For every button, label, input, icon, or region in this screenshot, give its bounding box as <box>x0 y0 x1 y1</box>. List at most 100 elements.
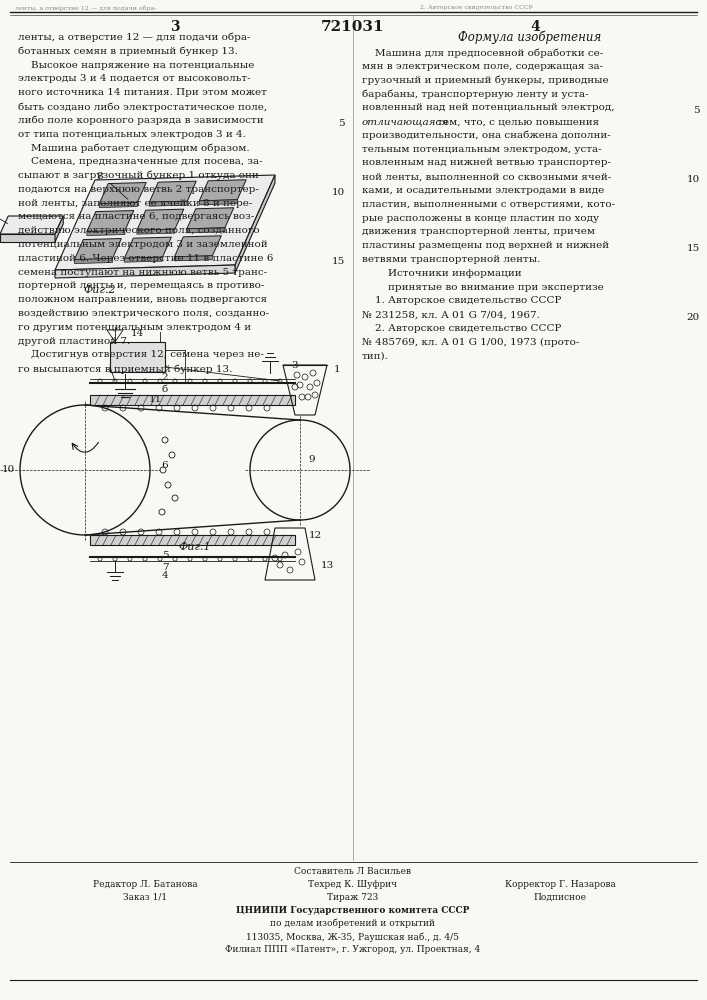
Text: 6: 6 <box>162 460 168 470</box>
Text: ботанных семян в приемный бункер 13.: ботанных семян в приемный бункер 13. <box>18 47 238 56</box>
Text: Фиг.2: Фиг.2 <box>83 285 117 295</box>
Text: Корректор Г. Назарова: Корректор Г. Назарова <box>505 880 615 889</box>
Polygon shape <box>74 259 112 264</box>
Polygon shape <box>55 175 275 270</box>
Text: 1. Авторское свидетельство СССР: 1. Авторское свидетельство СССР <box>362 296 561 305</box>
Text: 4: 4 <box>530 20 540 34</box>
Polygon shape <box>199 200 238 205</box>
Text: 3: 3 <box>170 20 180 34</box>
Polygon shape <box>55 265 235 278</box>
Text: 10: 10 <box>332 188 345 197</box>
Text: 2: 2 <box>162 372 168 381</box>
Text: 12: 12 <box>308 532 322 540</box>
Text: 20: 20 <box>686 313 700 322</box>
Polygon shape <box>175 236 221 257</box>
Polygon shape <box>99 203 137 208</box>
Text: 13: 13 <box>320 560 334 570</box>
Polygon shape <box>124 237 171 258</box>
Text: 15: 15 <box>686 244 700 253</box>
Bar <box>110 342 165 372</box>
Text: б: б <box>162 385 168 394</box>
Text: пластин, выполненными с отверстиями, кото-: пластин, выполненными с отверстиями, кот… <box>362 200 615 209</box>
Text: подаются на верхнюю ветвь 2 транспортер-: подаются на верхнюю ветвь 2 транспортер- <box>18 185 259 194</box>
Polygon shape <box>175 256 212 261</box>
Text: от типа потенциальных электродов 3 и 4.: от типа потенциальных электродов 3 и 4. <box>18 130 246 139</box>
Text: ЦНИИПИ Государственного комитета СССР: ЦНИИПИ Государственного комитета СССР <box>236 906 469 915</box>
Text: ной ленты, выполненной со сквозными ячей-: ной ленты, выполненной со сквозными ячей… <box>362 172 612 181</box>
Text: Составитель Л Васильев: Составитель Л Васильев <box>295 867 411 876</box>
Text: 8: 8 <box>97 172 103 181</box>
Text: 3: 3 <box>292 360 298 369</box>
Text: 11: 11 <box>148 395 162 404</box>
Text: мещаются на пластине 6, подвергаясь воз-: мещаются на пластине 6, подвергаясь воз- <box>18 212 255 221</box>
Text: Филиал ППП «Патент», г. Ужгород, ул. Проектная, 4: Филиал ППП «Патент», г. Ужгород, ул. Про… <box>226 945 481 954</box>
Text: ветвями транспортерной ленты.: ветвями транспортерной ленты. <box>362 255 540 264</box>
Text: ками, и осадительными электродами в виде: ками, и осадительными электродами в виде <box>362 186 604 195</box>
Text: Источники информации: Источники информации <box>362 269 522 278</box>
Text: движения транспортерной ленты, причем: движения транспортерной ленты, причем <box>362 227 595 236</box>
Text: 113035, Москва, Ж-35, Раушская наб., д. 4/5: 113035, Москва, Ж-35, Раушская наб., д. … <box>247 932 460 942</box>
Polygon shape <box>199 180 246 201</box>
Text: рые расположены в конце пластин по ходу: рые расположены в конце пластин по ходу <box>362 214 599 223</box>
Polygon shape <box>187 228 225 233</box>
Polygon shape <box>235 175 275 273</box>
Text: тип).: тип). <box>362 352 389 361</box>
Text: другой пластиной 7.: другой пластиной 7. <box>18 337 130 346</box>
Text: 10: 10 <box>1 466 15 475</box>
Bar <box>90 535 295 545</box>
Text: портерной ленты и, перемещаясь в противо-: портерной ленты и, перемещаясь в противо… <box>18 281 264 290</box>
Text: 4: 4 <box>162 570 168 580</box>
Text: принятые во внимание при экспертизе: принятые во внимание при экспертизе <box>362 283 604 292</box>
Text: Подписное: Подписное <box>534 893 587 902</box>
Text: го высыпаются в приемный бункер 13.: го высыпаются в приемный бункер 13. <box>18 364 233 374</box>
Text: Фиг.1: Фиг.1 <box>179 542 211 552</box>
Text: мян в электрическом поле, содержащая за-: мян в электрическом поле, содержащая за- <box>362 62 603 71</box>
Polygon shape <box>0 234 55 242</box>
Text: ного источника 14 питания. При этом может: ного источника 14 питания. При этом може… <box>18 88 267 97</box>
Text: Редактор Л. Батанова: Редактор Л. Батанова <box>93 880 197 889</box>
Text: тельным потенциальным электродом, уста-: тельным потенциальным электродом, уста- <box>362 145 602 154</box>
Text: Тираж 723: Тираж 723 <box>327 893 379 902</box>
Text: семена поступают на нижнюю ветвь 5 транс-: семена поступают на нижнюю ветвь 5 транс… <box>18 268 267 277</box>
Text: электроды 3 и 4 подается от высоковольт-: электроды 3 и 4 подается от высоковольт- <box>18 74 250 83</box>
Polygon shape <box>124 257 163 262</box>
Text: быть создано либо электростатическое поле,: быть создано либо электростатическое пол… <box>18 102 267 111</box>
Polygon shape <box>149 181 197 202</box>
Polygon shape <box>87 231 125 236</box>
Text: Семена, предназначенные для посева, за-: Семена, предназначенные для посева, за- <box>18 157 262 166</box>
Text: Формула изобретения: Формула изобретения <box>458 30 602 43</box>
Polygon shape <box>137 209 184 230</box>
Polygon shape <box>99 183 146 204</box>
Text: 5: 5 <box>162 550 168 560</box>
Text: 721031: 721031 <box>321 20 385 34</box>
Text: 9: 9 <box>309 456 315 464</box>
Text: тем, что, с целью повышения: тем, что, с целью повышения <box>434 117 599 126</box>
Text: либо поле коронного разряда в зависимости: либо поле коронного разряда в зависимост… <box>18 116 264 125</box>
Text: Высокое напряжение на потенциальные: Высокое напряжение на потенциальные <box>18 61 255 70</box>
Text: барабаны, транспортерную ленту и уста-: барабаны, транспортерную ленту и уста- <box>362 89 589 99</box>
Text: действию электрического поля, созданного: действию электрического поля, созданного <box>18 226 259 235</box>
Text: отличающаяся: отличающаяся <box>362 117 449 126</box>
Polygon shape <box>0 216 63 234</box>
Text: 7: 7 <box>162 562 168 572</box>
Polygon shape <box>187 208 234 229</box>
Text: 5: 5 <box>694 106 700 115</box>
Text: го другим потенциальным электродом 4 и: го другим потенциальным электродом 4 и <box>18 323 251 332</box>
Text: ной ленты, заполняют ее ячейки 8 и пере-: ной ленты, заполняют ее ячейки 8 и пере- <box>18 199 252 208</box>
Text: по делам изобретений и открытий: по делам изобретений и открытий <box>271 919 436 928</box>
Text: сыпают в загрузочный бункер 1 откуда они: сыпают в загрузочный бункер 1 откуда они <box>18 171 259 180</box>
Text: потенциальным электродом 3 и заземленной: потенциальным электродом 3 и заземленной <box>18 240 268 249</box>
Text: 5: 5 <box>339 119 345 128</box>
Text: 2. Авторское свидетельство СССР: 2. Авторское свидетельство СССР <box>420 5 533 10</box>
Text: пластиной 6. Через отверстие 11 в пластине 6: пластиной 6. Через отверстие 11 в пласти… <box>18 254 274 263</box>
Text: 1: 1 <box>334 365 340 374</box>
Text: Техред К. Шуфрич: Техред К. Шуфрич <box>308 880 397 889</box>
Text: производительности, она снабжена дополни-: производительности, она снабжена дополни… <box>362 131 611 140</box>
Text: Машина для предпосевной обработки се-: Машина для предпосевной обработки се- <box>362 48 603 57</box>
Text: № 231258, кл. А 01 G 7/04, 1967.: № 231258, кл. А 01 G 7/04, 1967. <box>362 310 540 319</box>
Text: новленным над нижней ветвью транспортер-: новленным над нижней ветвью транспортер- <box>362 158 611 167</box>
Text: пластины размещены под верхней и нижней: пластины размещены под верхней и нижней <box>362 241 609 250</box>
Text: № 485769, кл. А 01 G 1/00, 1973 (прото-: № 485769, кл. А 01 G 1/00, 1973 (прото- <box>362 338 579 347</box>
Text: грузочный и приемный бункеры, приводные: грузочный и приемный бункеры, приводные <box>362 76 609 85</box>
Text: новленный над ней потенциальный электрод,: новленный над ней потенциальный электрод… <box>362 103 614 112</box>
